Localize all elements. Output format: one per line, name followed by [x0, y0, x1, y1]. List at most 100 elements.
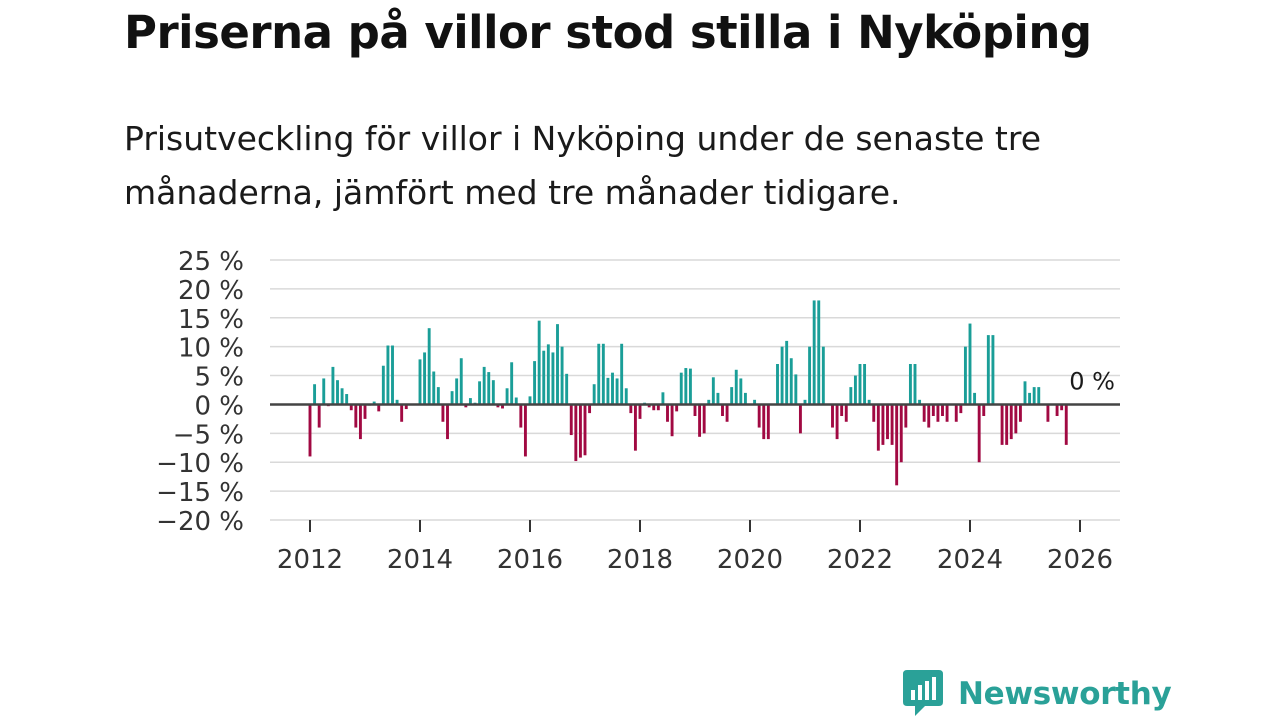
- bar-positive: [482, 366, 486, 405]
- y-tick-label: 0 %: [194, 391, 244, 421]
- bar-positive: [973, 392, 977, 405]
- bar-positive: [794, 374, 798, 405]
- bar-negative: [354, 404, 358, 428]
- bar-positive: [336, 380, 339, 405]
- bar-negative: [446, 404, 449, 440]
- bar-positive: [963, 346, 967, 405]
- bar-positive: [556, 324, 559, 405]
- bar-negative: [798, 404, 802, 434]
- bar-positive: [918, 399, 922, 405]
- y-tick-label: −15 %: [156, 478, 244, 508]
- bar-positive: [968, 323, 972, 405]
- bar-positive: [423, 352, 427, 405]
- bar-series: [308, 300, 1068, 486]
- bar-negative: [1055, 404, 1059, 416]
- bar-positive: [418, 359, 422, 405]
- bar-negative: [583, 404, 587, 456]
- bar-negative: [569, 404, 573, 436]
- bar-negative: [702, 404, 706, 434]
- bar-negative: [349, 404, 353, 411]
- bar-negative: [670, 404, 674, 437]
- annotation-layer: 0 %: [1069, 367, 1115, 395]
- bar-positive: [1032, 387, 1036, 405]
- bar-positive: [551, 352, 555, 405]
- bar-positive: [533, 361, 537, 405]
- bar-negative: [578, 404, 582, 458]
- bar-negative: [927, 404, 931, 428]
- bar-negative: [904, 404, 908, 428]
- bar-negative: [666, 404, 669, 422]
- bar-positive: [780, 346, 784, 405]
- bar-positive: [459, 358, 463, 405]
- bar-negative: [977, 404, 981, 463]
- bar-negative: [899, 404, 903, 463]
- bar-positive: [611, 372, 614, 405]
- bar-negative: [501, 404, 504, 409]
- bar-positive: [386, 345, 390, 405]
- y-axis-tick-labels: 25 %20 %15 %10 %5 %0 %−5 %−10 %−15 %−20 …: [156, 247, 244, 537]
- bar-negative: [844, 404, 848, 422]
- bar-positive: [606, 377, 610, 405]
- bar-positive: [711, 377, 715, 405]
- bar-positive: [620, 343, 624, 405]
- bar-negative: [954, 404, 958, 422]
- bar-negative: [647, 404, 651, 408]
- bar-positive: [436, 387, 440, 405]
- y-tick-label: 10 %: [178, 334, 244, 364]
- bar-negative: [1064, 404, 1068, 445]
- bar-positive: [803, 399, 807, 405]
- bar-negative: [358, 404, 362, 440]
- bar-positive: [734, 369, 738, 405]
- bar-positive: [542, 350, 546, 405]
- bar-negative: [1005, 404, 1009, 445]
- bar-positive: [487, 372, 491, 405]
- x-tick-label: 2012: [277, 545, 343, 575]
- bar-positive: [853, 375, 857, 405]
- bar-positive: [615, 378, 619, 405]
- bar-positive: [716, 392, 720, 405]
- grid-layer: [270, 259, 1120, 521]
- bar-positive: [340, 388, 344, 405]
- bar-positive: [391, 345, 394, 405]
- bar-negative: [1009, 404, 1013, 440]
- bar-positive: [381, 365, 385, 405]
- bar-negative: [693, 404, 697, 416]
- bar-positive: [455, 378, 459, 405]
- bar-negative: [959, 404, 963, 414]
- newsworthy-logo: Newsworthy: [903, 670, 1172, 718]
- bar-negative: [757, 404, 761, 428]
- bar-positive: [913, 364, 917, 405]
- bar-positive: [858, 364, 862, 405]
- bar-positive: [679, 372, 683, 405]
- bar-negative: [574, 404, 578, 462]
- bar-negative: [404, 404, 408, 410]
- bar-positive: [1037, 387, 1041, 405]
- bar-positive: [592, 384, 596, 405]
- bar-negative: [895, 404, 899, 486]
- bar-positive: [821, 346, 825, 405]
- bar-positive: [812, 300, 816, 405]
- bar-negative: [441, 404, 445, 422]
- y-tick-label: −5 %: [173, 420, 244, 450]
- x-axis: 2012 2014 2016 2018 2020 2022 2024 2026: [277, 520, 1113, 575]
- bar-positive: [510, 362, 514, 405]
- bar-positive: [991, 335, 995, 405]
- y-tick-label: −10 %: [156, 449, 244, 479]
- bar-positive: [785, 340, 789, 405]
- bar-positive: [560, 346, 564, 405]
- bar-negative: [1060, 404, 1064, 411]
- x-tick-label: 2016: [497, 545, 563, 575]
- bar-negative: [936, 404, 940, 422]
- bar-positive: [624, 388, 628, 405]
- bar-positive: [867, 399, 871, 405]
- chart-title: Priserna på villor stod stilla i Nyköpin…: [124, 6, 1092, 59]
- bar-negative: [633, 404, 637, 451]
- bar-negative: [1018, 404, 1022, 422]
- bar-negative: [872, 404, 876, 422]
- bar-positive: [817, 300, 821, 405]
- newsworthy-logo-icon: [903, 670, 943, 716]
- bar-positive: [322, 378, 326, 405]
- bar-positive: [776, 364, 779, 405]
- x-tick-label: 2018: [607, 545, 673, 575]
- bar-negative: [721, 404, 724, 416]
